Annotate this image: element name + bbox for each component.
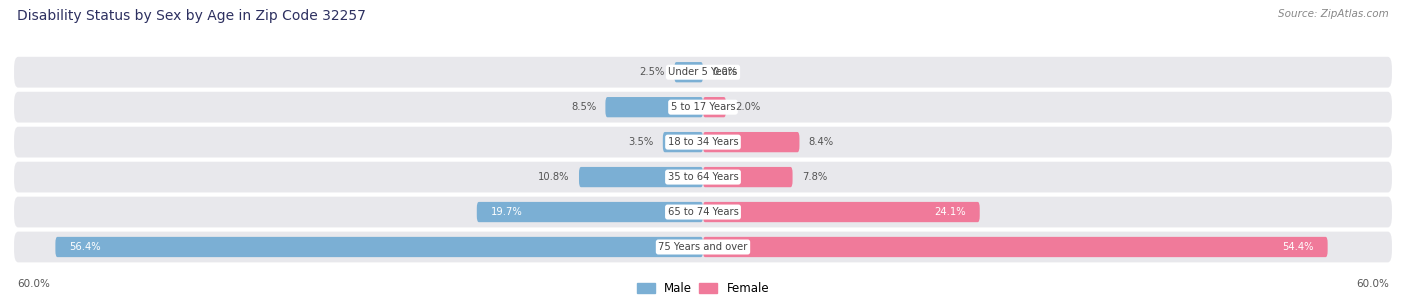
Text: 7.8%: 7.8% <box>801 172 827 182</box>
Text: 2.5%: 2.5% <box>640 67 665 77</box>
Text: Under 5 Years: Under 5 Years <box>668 67 738 77</box>
Text: 65 to 74 Years: 65 to 74 Years <box>668 207 738 217</box>
Text: 2.0%: 2.0% <box>735 102 761 112</box>
FancyBboxPatch shape <box>703 167 793 187</box>
FancyBboxPatch shape <box>703 202 980 222</box>
FancyBboxPatch shape <box>14 127 1392 157</box>
FancyBboxPatch shape <box>579 167 703 187</box>
FancyBboxPatch shape <box>675 62 703 82</box>
FancyBboxPatch shape <box>662 132 703 152</box>
Text: 60.0%: 60.0% <box>17 279 49 289</box>
Legend: Male, Female: Male, Female <box>637 282 769 295</box>
FancyBboxPatch shape <box>14 162 1392 192</box>
FancyBboxPatch shape <box>703 132 800 152</box>
Text: 5 to 17 Years: 5 to 17 Years <box>671 102 735 112</box>
FancyBboxPatch shape <box>606 97 703 117</box>
FancyBboxPatch shape <box>703 97 725 117</box>
Text: 60.0%: 60.0% <box>1357 279 1389 289</box>
Text: Disability Status by Sex by Age in Zip Code 32257: Disability Status by Sex by Age in Zip C… <box>17 9 366 23</box>
Text: 19.7%: 19.7% <box>491 207 522 217</box>
Text: 10.8%: 10.8% <box>538 172 569 182</box>
Text: 8.5%: 8.5% <box>571 102 596 112</box>
Text: 0.0%: 0.0% <box>713 67 737 77</box>
Text: 3.5%: 3.5% <box>628 137 654 147</box>
Text: 54.4%: 54.4% <box>1282 242 1313 252</box>
FancyBboxPatch shape <box>14 57 1392 88</box>
Text: 24.1%: 24.1% <box>935 207 966 217</box>
FancyBboxPatch shape <box>14 197 1392 227</box>
Text: 8.4%: 8.4% <box>808 137 834 147</box>
FancyBboxPatch shape <box>703 237 1327 257</box>
FancyBboxPatch shape <box>14 232 1392 262</box>
FancyBboxPatch shape <box>55 237 703 257</box>
Text: 75 Years and over: 75 Years and over <box>658 242 748 252</box>
FancyBboxPatch shape <box>477 202 703 222</box>
Text: 18 to 34 Years: 18 to 34 Years <box>668 137 738 147</box>
FancyBboxPatch shape <box>14 92 1392 123</box>
Text: 35 to 64 Years: 35 to 64 Years <box>668 172 738 182</box>
Text: Source: ZipAtlas.com: Source: ZipAtlas.com <box>1278 9 1389 19</box>
Text: 56.4%: 56.4% <box>69 242 101 252</box>
